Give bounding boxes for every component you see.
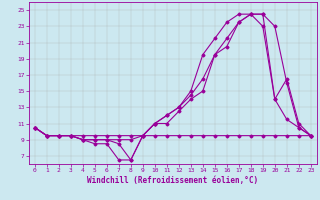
X-axis label: Windchill (Refroidissement éolien,°C): Windchill (Refroidissement éolien,°C) [87,176,258,185]
